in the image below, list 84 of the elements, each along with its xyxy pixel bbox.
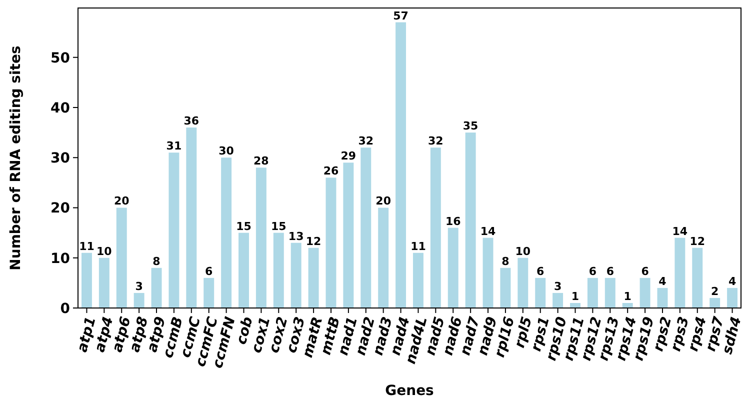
data-label: 8 (502, 254, 510, 268)
data-label: 11 (79, 240, 94, 253)
bar (622, 302, 633, 308)
y-tick-label: 20 (50, 200, 70, 217)
data-label: 3 (135, 280, 143, 293)
data-label: 20 (114, 194, 130, 208)
data-label: 14 (672, 224, 688, 238)
data-label: 4 (728, 274, 736, 288)
data-label: 6 (536, 264, 545, 278)
bar (116, 208, 127, 308)
data-label: 12 (306, 234, 322, 248)
data-label: 15 (236, 220, 252, 233)
data-label: 32 (358, 134, 374, 148)
data-label: 29 (340, 150, 356, 163)
bar (535, 278, 546, 308)
data-label: 3 (554, 280, 562, 293)
data-label: 31 (166, 140, 182, 153)
bar (412, 252, 424, 308)
bar (448, 228, 458, 308)
bar (256, 168, 266, 308)
data-label: 6 (205, 264, 214, 278)
bar (552, 292, 564, 308)
y-tick-label: 50 (50, 50, 70, 66)
data-label: 6 (641, 264, 650, 278)
bar (587, 278, 598, 308)
bar (290, 242, 302, 308)
bar (570, 302, 580, 308)
data-label: 20 (376, 194, 392, 208)
bar (657, 288, 668, 308)
data-label: 1 (571, 290, 580, 303)
bar (465, 132, 476, 308)
data-label: 10 (96, 244, 112, 258)
bar (98, 258, 110, 308)
data-label: 10 (515, 244, 531, 258)
data-label: 32 (428, 134, 444, 148)
data-label: 35 (462, 120, 478, 133)
data-label: 12 (690, 234, 706, 248)
bar (343, 162, 354, 308)
bar (604, 278, 616, 308)
bar (168, 152, 180, 308)
bar (518, 258, 528, 308)
bar (221, 158, 232, 308)
bar (396, 22, 406, 308)
data-label: 1 (624, 290, 632, 303)
bar (360, 148, 372, 308)
bar (640, 278, 650, 308)
data-label: 15 (270, 220, 286, 233)
bar (430, 148, 441, 308)
data-label: 14 (480, 224, 496, 238)
data-label: 36 (184, 114, 200, 128)
data-label: 26 (323, 164, 339, 178)
y-axis-title: Number of RNA editing sites (8, 46, 24, 270)
data-label: 30 (218, 144, 234, 158)
data-label: 6 (606, 264, 614, 278)
bar (326, 178, 336, 308)
data-label: 8 (152, 254, 160, 268)
bar (500, 268, 511, 308)
data-label: 13 (288, 230, 304, 243)
bar (692, 248, 703, 308)
bar (134, 292, 144, 308)
y-tick-label: 40 (50, 100, 70, 116)
bar (186, 128, 197, 308)
x-axis-title: Genes (385, 383, 434, 399)
bar (378, 208, 389, 308)
data-label: 28 (254, 154, 269, 168)
bar (710, 298, 720, 308)
bar (308, 248, 319, 308)
data-label: 16 (445, 214, 462, 228)
y-tick-label: 30 (50, 150, 70, 167)
bar (238, 232, 249, 308)
data-label: 6 (588, 264, 597, 278)
y-tick-label: 0 (60, 300, 70, 317)
bar (727, 288, 738, 308)
data-label: 11 (410, 240, 426, 253)
bar (204, 278, 214, 308)
data-label: 2 (711, 284, 719, 298)
y-tick-label: 10 (50, 250, 70, 267)
bar (273, 232, 284, 308)
bar (151, 268, 162, 308)
data-label: 57 (393, 9, 408, 22)
bar (482, 238, 494, 308)
bar (674, 238, 686, 308)
bar (81, 252, 92, 308)
data-label: 4 (658, 274, 667, 288)
